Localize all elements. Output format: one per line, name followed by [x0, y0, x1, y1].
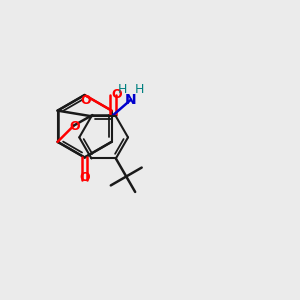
Text: H: H: [118, 83, 128, 96]
Text: O: O: [111, 88, 122, 101]
Text: O: O: [69, 120, 80, 133]
Text: O: O: [79, 171, 90, 184]
Text: O: O: [81, 94, 92, 107]
Text: H: H: [135, 83, 145, 96]
Text: N: N: [125, 93, 137, 106]
